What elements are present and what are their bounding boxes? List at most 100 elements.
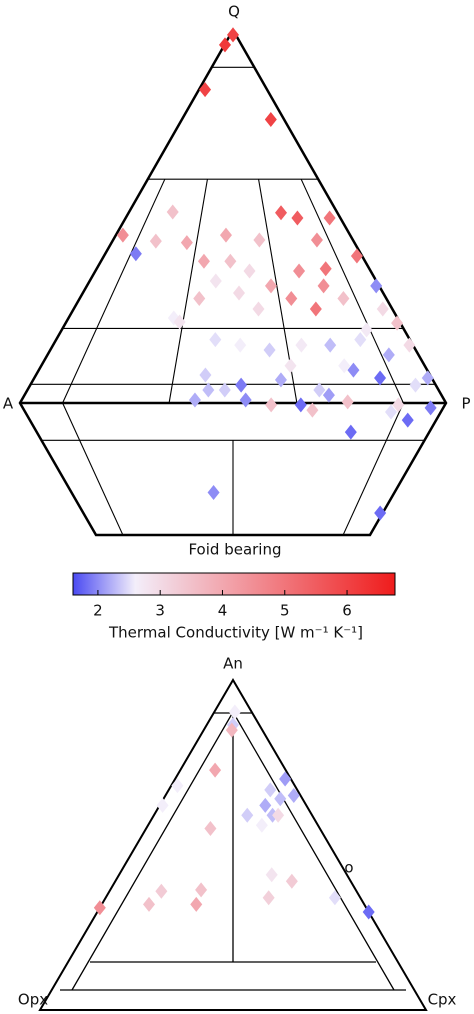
data-point (225, 722, 238, 738)
data-point (239, 392, 252, 408)
data-point (204, 821, 217, 836)
data-point (354, 332, 367, 348)
data-point (171, 778, 184, 794)
data-point (264, 112, 277, 128)
data-point (279, 771, 292, 787)
apex-label: A (3, 395, 14, 413)
data-point (233, 285, 246, 301)
ternary-frame (38, 678, 428, 1011)
data-point (370, 278, 383, 294)
data-point (360, 322, 373, 338)
colorbar-tick-label: 5 (280, 602, 290, 620)
colorbar-label: Thermal Conductivity [W m⁻¹ K⁻¹] (108, 624, 363, 642)
data-point (209, 273, 222, 289)
data-point (155, 883, 168, 899)
data-point (350, 248, 363, 264)
data-point (209, 332, 222, 348)
data-point (224, 253, 237, 269)
data-point (322, 387, 335, 403)
apex-label: Cpx (428, 991, 457, 1009)
data-point (272, 807, 285, 823)
colorbar-tick-label: 3 (155, 602, 165, 620)
data-point (347, 362, 360, 378)
data-point (323, 210, 336, 226)
data-point (149, 233, 162, 249)
data-point (262, 890, 275, 906)
data-point (173, 314, 186, 330)
data-point (337, 291, 350, 307)
data-point (199, 367, 212, 383)
apex-label: Opx (18, 991, 48, 1009)
annotation: o (344, 859, 353, 877)
data-point (424, 400, 437, 416)
data-point (284, 358, 297, 374)
data-point (241, 807, 254, 823)
data-point (93, 900, 106, 916)
data-point (188, 392, 201, 408)
apex-label: P (461, 395, 470, 413)
data-point (264, 782, 277, 798)
colorbar-tick-label: 2 (93, 602, 103, 620)
data-point (310, 232, 323, 248)
data-point (341, 394, 354, 410)
data-point (374, 370, 387, 386)
data-point (319, 261, 332, 277)
data-point (401, 412, 414, 428)
data-point (324, 337, 337, 353)
data-point (362, 904, 375, 920)
data-point (265, 867, 278, 883)
guide-line (300, 178, 404, 404)
data-point (295, 337, 308, 353)
data-point (219, 227, 232, 243)
guide-line (168, 179, 208, 404)
data-point (252, 301, 265, 317)
data-point (409, 377, 422, 393)
colorbar (72, 572, 396, 596)
data-point (228, 704, 241, 720)
data-point (274, 791, 287, 807)
data-point (293, 263, 306, 279)
data-point (116, 227, 129, 243)
colorbar-tick-label: 4 (218, 602, 228, 620)
data-point (180, 235, 193, 251)
data-point (274, 372, 287, 388)
data-point (243, 263, 256, 279)
data-point (374, 505, 387, 521)
data-point (253, 232, 266, 248)
data-point (235, 377, 248, 393)
data-point (291, 210, 304, 226)
colorbar-tick-label: 6 (342, 602, 352, 620)
data-point (265, 397, 278, 413)
data-point (382, 347, 395, 363)
data-point (195, 882, 208, 898)
data-point (421, 370, 434, 386)
data-point (338, 358, 351, 374)
data-point (328, 890, 341, 906)
data-point (166, 204, 179, 220)
data-point (264, 278, 277, 294)
data-point (156, 797, 169, 813)
data-point (197, 253, 210, 269)
data-point (313, 382, 326, 398)
data-point (259, 797, 272, 813)
data-point (384, 404, 397, 420)
data-point (209, 762, 222, 778)
data-point (143, 896, 156, 912)
data-point (255, 817, 268, 833)
data-point (190, 896, 203, 912)
data-point (309, 301, 322, 317)
data-point (285, 291, 298, 307)
data-point (218, 382, 231, 398)
data-point (376, 301, 389, 317)
data-point (263, 342, 276, 358)
data-point (199, 82, 212, 98)
data-point (403, 337, 416, 353)
data-point (275, 205, 288, 221)
data-point (306, 402, 319, 418)
guide-line (342, 402, 404, 536)
data-point (287, 788, 300, 803)
data-point (234, 337, 247, 353)
data-point (227, 27, 239, 43)
apex-label: Q (228, 3, 240, 21)
